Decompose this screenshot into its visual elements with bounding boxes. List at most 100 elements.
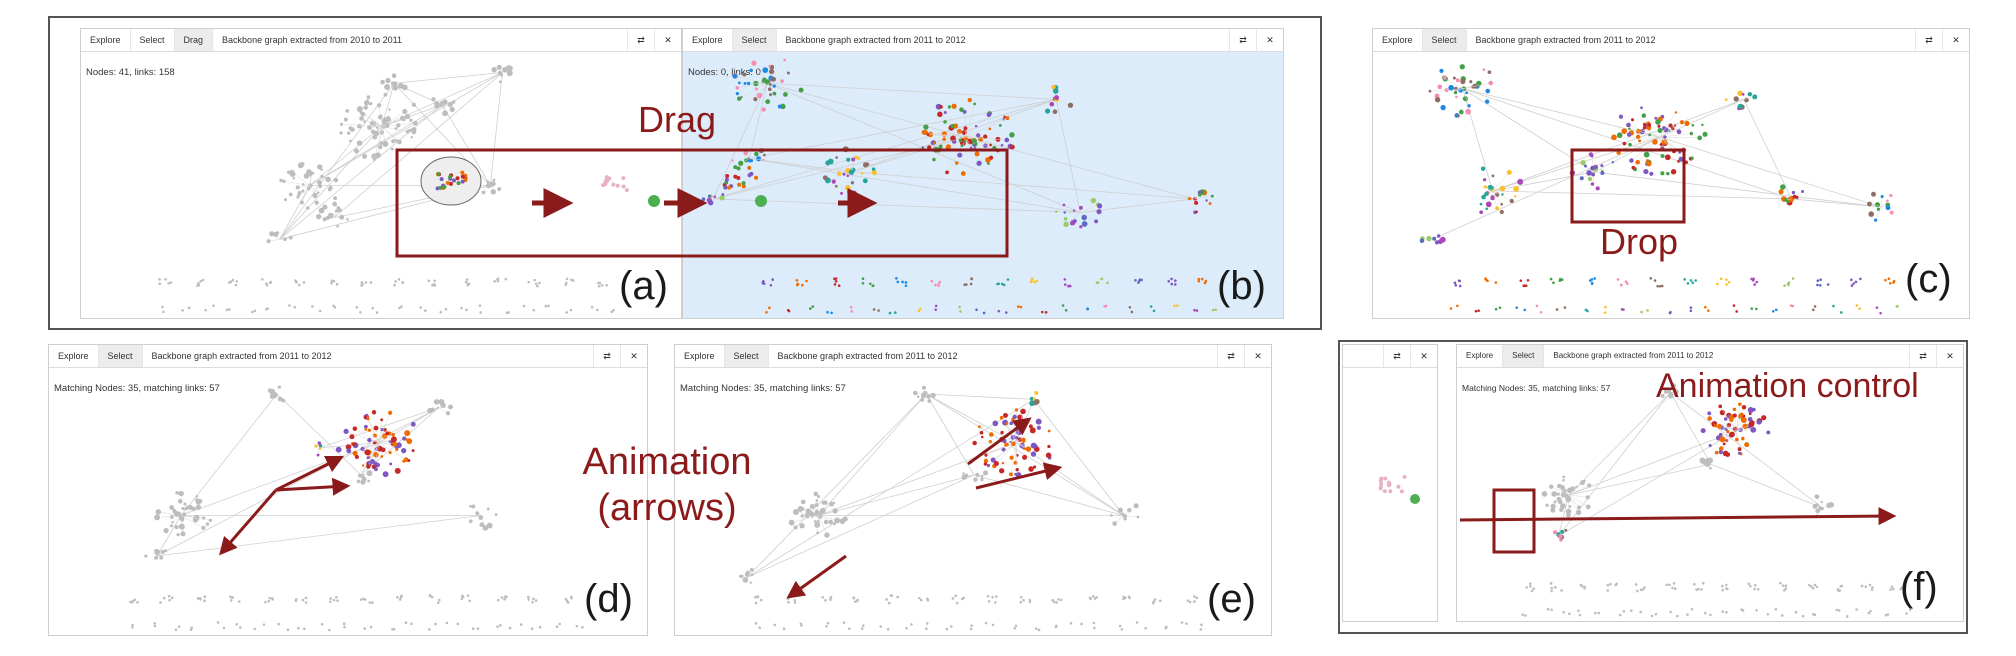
graph-node	[817, 495, 820, 498]
graph-node	[1674, 587, 1677, 590]
graph-node	[1483, 178, 1486, 181]
settings-icon[interactable]: ⇄	[1915, 29, 1942, 51]
graph-node	[507, 70, 513, 76]
graph-node	[877, 309, 880, 312]
graph-canvas[interactable]	[675, 367, 1273, 637]
graph-node	[824, 520, 828, 524]
graph-canvas[interactable]	[49, 367, 649, 637]
tab-explore[interactable]: Explore	[675, 345, 725, 367]
graph-node	[835, 156, 838, 159]
graph-node	[495, 513, 498, 516]
graph-node	[402, 109, 407, 114]
graph-node	[1204, 282, 1207, 285]
graph-node	[373, 158, 376, 161]
graph-node	[1721, 589, 1724, 592]
close-icon[interactable]: ✕	[1410, 345, 1437, 367]
graph-node	[1588, 177, 1592, 181]
graph-node	[1801, 190, 1804, 193]
graph-node	[970, 283, 973, 286]
graph-node	[961, 171, 966, 176]
tab-explore[interactable]: Explore	[81, 29, 131, 51]
settings-icon[interactable]: ⇄	[1217, 345, 1244, 367]
graph-canvas[interactable]	[81, 51, 683, 320]
graph-node	[1551, 491, 1557, 497]
graph-node	[1656, 285, 1659, 288]
tab-explore[interactable]: Explore	[49, 345, 99, 367]
graph-node	[1556, 308, 1559, 311]
graph-node	[1757, 588, 1760, 591]
graph-link	[1463, 89, 1595, 172]
close-icon[interactable]: ✕	[1244, 345, 1271, 367]
graph-node	[161, 306, 164, 309]
graph-canvas[interactable]	[1373, 51, 1971, 320]
graph-node	[834, 518, 840, 524]
graph-node	[1054, 95, 1059, 100]
panel-label: (a)	[619, 264, 668, 309]
graph-node	[991, 596, 994, 599]
graph-node	[581, 626, 584, 629]
tab-select[interactable]: Select	[1503, 345, 1544, 367]
graph-node	[1761, 415, 1766, 420]
graph-canvas[interactable]	[683, 51, 1285, 320]
graph-node	[971, 278, 974, 281]
graph-node	[413, 121, 418, 126]
graph-node	[361, 283, 364, 286]
graph-link	[1463, 89, 1660, 137]
graph-node	[392, 442, 397, 447]
tab-drag[interactable]: Drag	[175, 29, 214, 51]
graph-node	[1715, 451, 1719, 455]
graph-node	[732, 74, 737, 79]
graph-node	[336, 599, 339, 602]
graph-node	[1893, 280, 1896, 283]
graph-node	[370, 626, 373, 629]
graph-link	[819, 475, 974, 516]
graph-node	[1063, 211, 1065, 213]
close-icon[interactable]: ✕	[620, 345, 647, 367]
tab-select[interactable]: Select	[99, 345, 143, 367]
graph-node	[1752, 408, 1756, 412]
settings-icon[interactable]: ⇄	[1383, 345, 1410, 367]
graph-node	[1675, 111, 1677, 113]
close-icon[interactable]: ✕	[1256, 29, 1283, 51]
tab-select[interactable]: Select	[131, 29, 175, 51]
tab-select[interactable]: Select	[1423, 29, 1467, 51]
graph-node	[787, 309, 790, 312]
graph-node	[375, 152, 381, 158]
graph-node	[1704, 612, 1707, 615]
graph-node	[391, 139, 395, 143]
graph-node	[1755, 308, 1758, 311]
graph-node	[1089, 597, 1092, 600]
graph-node	[835, 185, 838, 188]
settings-icon[interactable]: ⇄	[627, 29, 654, 51]
graph-node	[872, 170, 877, 175]
graph-node	[570, 309, 573, 312]
graph-node	[1429, 90, 1432, 93]
settings-icon[interactable]: ⇄	[593, 345, 620, 367]
tab-select[interactable]: Select	[733, 29, 777, 51]
settings-icon[interactable]: ⇄	[1229, 29, 1256, 51]
graph-node	[905, 284, 908, 287]
graph-node	[824, 599, 827, 602]
graph-node	[789, 520, 795, 526]
graph-node	[1545, 504, 1548, 507]
graph-node	[424, 309, 427, 312]
settings-icon[interactable]: ⇄	[1909, 345, 1936, 367]
graph-node	[1802, 615, 1805, 618]
graph-node	[821, 596, 824, 599]
graph-node	[300, 162, 304, 166]
graph-node	[380, 80, 385, 85]
graph-node	[1628, 143, 1632, 147]
graph-node	[472, 627, 475, 630]
animation-annotation: Animation (arrows)	[582, 440, 752, 531]
graph-node	[1188, 197, 1191, 200]
dragged-subgraph[interactable]	[1343, 367, 1439, 623]
close-icon[interactable]: ✕	[1936, 345, 1963, 367]
tab-select[interactable]: Select	[725, 345, 769, 367]
close-icon[interactable]: ✕	[654, 29, 681, 51]
tab-explore[interactable]: Explore	[683, 29, 733, 51]
graph-node	[847, 175, 850, 178]
tab-explore[interactable]: Explore	[1373, 29, 1423, 51]
close-icon[interactable]: ✕	[1942, 29, 1969, 51]
tab-explore[interactable]: Explore	[1457, 345, 1503, 367]
graph-node	[996, 149, 999, 152]
